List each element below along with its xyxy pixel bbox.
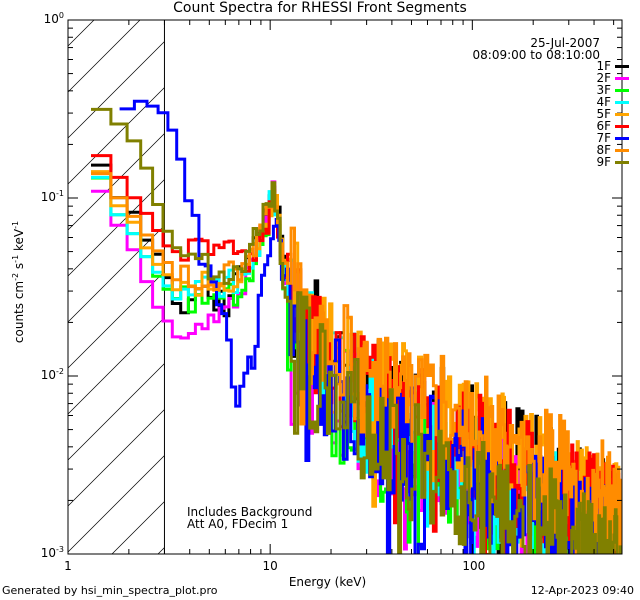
series-layer [91, 99, 622, 554]
y-tick-label: 10-3 [40, 545, 64, 561]
hatch-line [68, 41, 165, 139]
observation-date: 25-Jul-2007 [530, 36, 600, 50]
y-tick-label: 10-1 [40, 189, 64, 205]
x-tick-label: 10 [262, 559, 278, 573]
legend-entry-9F: 9F [596, 156, 629, 168]
legend-label: 3F [596, 83, 611, 97]
legend: 1F 2F 3F 4F 5F 6F 7F 8F 9F [596, 60, 629, 168]
legend-entry-5F: 5F [596, 108, 629, 120]
axes [67, 19, 623, 555]
y-axis-label: counts cm-2 s-1 keV-1 [11, 220, 26, 344]
legend-swatch [615, 76, 629, 80]
legend-label: 8F [596, 143, 611, 157]
legend-label: 9F [596, 155, 611, 169]
legend-swatch [615, 148, 629, 152]
legend-swatch [615, 100, 629, 104]
legend-entry-8F: 8F [596, 144, 629, 156]
x-tick-label: 100 [462, 559, 486, 573]
hatch-line [68, 409, 165, 507]
legend-swatch [615, 64, 629, 68]
x-axis-label: Energy (keV) [288, 575, 367, 589]
footer-generated-by: Generated by hsi_min_spectra_plot.pro [2, 584, 218, 597]
hatch-line [68, 20, 141, 93]
y-tick-label: 10-2 [40, 367, 64, 383]
legend-label: 7F [596, 131, 611, 145]
legend-entry-7F: 7F [596, 132, 629, 144]
legend-label: 1F [596, 59, 611, 73]
legend-entry-2F: 2F [596, 72, 629, 84]
plot-frame [67, 19, 623, 555]
y-tick-label: 100 [43, 11, 64, 27]
legend-entry-6F: 6F [596, 120, 629, 132]
legend-entry-1F: 1F [596, 60, 629, 72]
hatch-line [68, 179, 165, 277]
legend-entry-4F: 4F [596, 96, 629, 108]
annotation-attenuator: Att A0, FDecim 1 [187, 517, 289, 531]
observation-time-range: 08:09:00 to 08:10:00 [472, 48, 600, 62]
legend-label: 5F [596, 107, 611, 121]
legend-label: 6F [596, 119, 611, 133]
series-9F [91, 107, 622, 554]
footer-timestamp: 12-Apr-2023 09:40 [530, 584, 634, 597]
legend-swatch [615, 88, 629, 92]
legend-swatch [615, 124, 629, 128]
legend-label: 4F [596, 95, 611, 109]
x-tick-label: 1 [64, 559, 72, 573]
legend-swatch [615, 112, 629, 116]
annotation-background: Includes Background [187, 505, 313, 519]
hatch-line [68, 225, 165, 323]
chart-title: Count Spectra for RHESSI Front Segments [173, 0, 467, 16]
series-7F [119, 99, 622, 554]
legend-swatch [615, 136, 629, 140]
legend-label: 2F [596, 71, 611, 85]
legend-entry-3F: 3F [596, 84, 629, 96]
legend-swatch [615, 160, 629, 164]
hatch-line [68, 455, 165, 553]
